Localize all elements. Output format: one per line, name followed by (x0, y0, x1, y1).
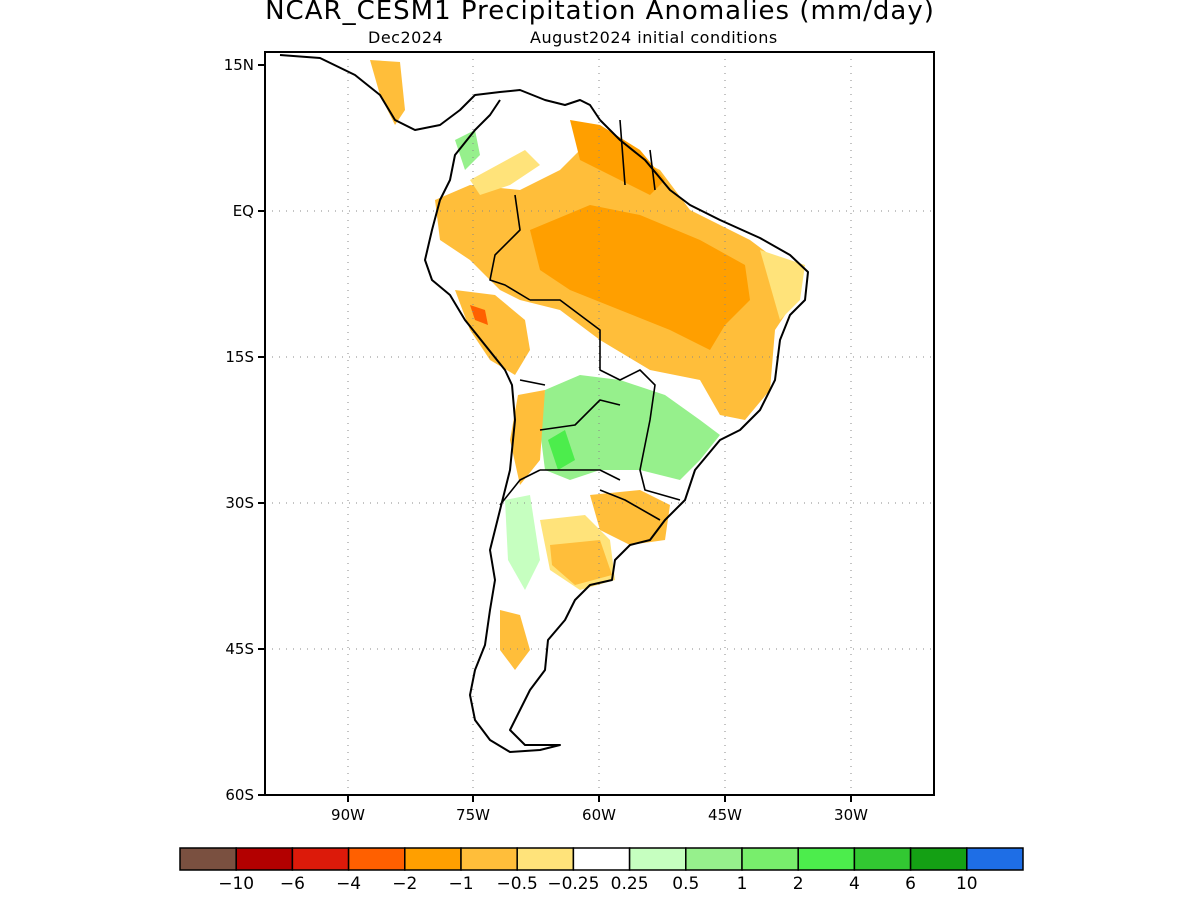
axis-ticks (258, 64, 852, 802)
lat-label-60s: 60S (225, 786, 254, 804)
anomaly-light-dry-band (470, 150, 540, 195)
coastline (279, 54, 809, 753)
colorbar-swatch (516, 847, 575, 871)
colorbar-swatch (853, 847, 912, 871)
lon-label-30w: 30W (834, 806, 868, 824)
anomaly-dry-patagonia (500, 610, 530, 670)
lat-label-eq: EQ (233, 202, 254, 220)
lat-label-30s: 30S (225, 494, 254, 512)
colorbar-label: −0.5 (497, 874, 538, 894)
colorbar-label: −0.25 (547, 874, 599, 894)
anomaly-dry-guianas (570, 120, 665, 195)
anomaly-wet-central (540, 375, 720, 480)
anomaly-dry-andes (455, 290, 530, 375)
lat-label-45s: 45S (225, 640, 254, 658)
anomaly-dry-southeast (590, 490, 670, 545)
lon-label-75w: 75W (456, 806, 490, 824)
colorbar-label: 0.5 (672, 874, 699, 894)
map-gridlines (265, 52, 934, 795)
colorbar-swatch (741, 847, 799, 871)
colorbar-swatch (404, 847, 462, 871)
colorbar-swatch (235, 847, 294, 871)
colorbar-swatch (966, 847, 1024, 871)
country-borders (489, 119, 681, 521)
longitude-labels: 90W 75W 60W 45W 30W (331, 806, 868, 824)
anomaly-wet-patagonia-north (505, 495, 540, 590)
colorbar-label: −10 (218, 874, 254, 894)
colorbar-swatch (685, 847, 743, 871)
colorbar-swatch (179, 847, 237, 871)
anomaly-wet-north (455, 130, 480, 170)
anomaly-moderate-dry-amazon (530, 205, 750, 350)
colorbar-swatch (628, 847, 687, 871)
colorbar (179, 847, 1024, 871)
anomaly-strong-dry-peru (470, 305, 488, 325)
latitude-labels: 15N EQ 15S 30S 45S 60S (224, 56, 254, 804)
lon-label-90w: 90W (331, 806, 365, 824)
lat-label-15s: 15S (225, 348, 254, 366)
anomaly-dry-pampas (550, 540, 612, 585)
colorbar-label: −2 (392, 874, 417, 894)
colorbar-label: −6 (280, 874, 305, 894)
anomaly-light-dry-ne-brazil (760, 250, 805, 320)
lon-label-45w: 45W (708, 806, 742, 824)
colorbar-swatch (460, 847, 518, 871)
colorbar-labels: −10 −6 −4 −2 −1 −0.5 −0.25 0.25 0.5 1 2 4 6 10 (218, 874, 977, 894)
colorbar-swatch (572, 847, 631, 871)
colorbar-label: 0.25 (611, 874, 649, 894)
forecast-month: Dec2024 (368, 28, 444, 47)
colorbar-label: 6 (905, 874, 916, 894)
colorbar-label: −1 (448, 874, 473, 894)
anomaly-dry-chaco-edge (510, 390, 545, 485)
colorbar-label: 1 (737, 874, 748, 894)
colorbar-label: −4 (336, 874, 361, 894)
colorbar-label: 4 (849, 874, 860, 894)
colorbar-swatch (909, 847, 968, 871)
central-america-outline (279, 54, 601, 131)
map-title: NCAR_CESM1 Precipitation Anomalies (mm/d… (265, 0, 935, 26)
south-america-outline (424, 99, 809, 753)
lat-label-15n: 15N (224, 56, 254, 74)
colorbar-swatch (797, 847, 856, 871)
anomaly-dry-north-coast (370, 60, 405, 125)
colorbar-swatch (291, 847, 350, 871)
colorbar-swatch (347, 847, 406, 871)
colorbar-label: 10 (956, 874, 978, 894)
lon-label-60w: 60W (582, 806, 616, 824)
initial-conditions-label: August2024 initial conditions (530, 28, 778, 47)
colorbar-label: 2 (793, 874, 804, 894)
anomaly-shading (370, 60, 805, 670)
anomaly-wet-core (548, 430, 575, 470)
